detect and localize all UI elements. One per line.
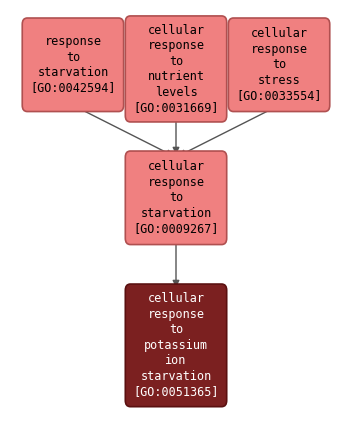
FancyBboxPatch shape <box>228 18 330 112</box>
FancyBboxPatch shape <box>22 18 124 112</box>
Text: cellular
response
to
starvation
[GO:0009267]: cellular response to starvation [GO:0009… <box>133 160 219 235</box>
Text: cellular
response
to
potassium
ion
starvation
[GO:0051365]: cellular response to potassium ion starv… <box>133 292 219 398</box>
Text: cellular
response
to
nutrient
levels
[GO:0031669]: cellular response to nutrient levels [GO… <box>133 24 219 114</box>
FancyBboxPatch shape <box>125 16 227 122</box>
Text: response
to
starvation
[GO:0042594]: response to starvation [GO:0042594] <box>30 35 116 94</box>
FancyBboxPatch shape <box>125 151 227 245</box>
FancyBboxPatch shape <box>125 284 227 407</box>
Text: cellular
response
to
stress
[GO:0033554]: cellular response to stress [GO:0033554] <box>236 27 322 102</box>
